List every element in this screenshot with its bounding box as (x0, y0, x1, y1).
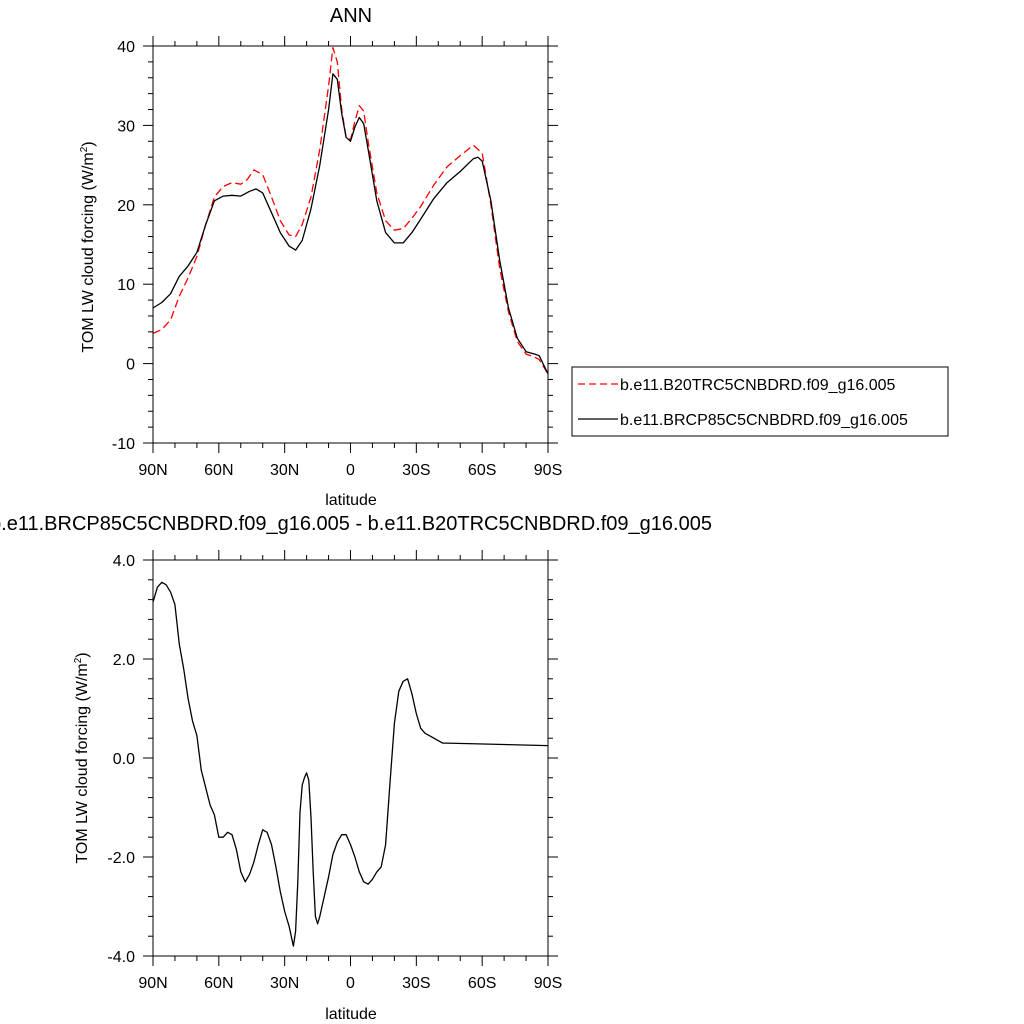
y-tick-label: 4.0 (113, 553, 135, 570)
x-tick-label: 0 (346, 462, 355, 479)
y-tick-label: 10 (117, 277, 135, 294)
panel-bottom-series (152, 581, 549, 947)
x-tick-label: 30N (270, 975, 299, 992)
series-line-1 (152, 73, 549, 375)
y-tick-label: 0.0 (113, 751, 135, 768)
panel-bottom-ylabel: TOM LW cloud forcing (W/m2) (73, 652, 91, 863)
y-tick-label: 30 (117, 118, 135, 135)
panel-top-frame (152, 45, 549, 444)
panel-bottom-ylabel-sup: 2 (73, 657, 84, 663)
legend-label-b20trc5: b.e11.B20TRC5CNBDRD.f09_g16.005 (620, 377, 896, 394)
legend-box (571, 366, 949, 437)
x-tick-label: 30N (270, 462, 299, 479)
y-tick-label: -10 (112, 436, 135, 453)
x-tick-label: 30S (402, 975, 430, 992)
x-tick-label: 60N (204, 462, 233, 479)
y-tick-label: -4.0 (107, 949, 135, 966)
panel-top-ylabel-close: ) (80, 141, 97, 146)
x-tick-label: 90N (138, 462, 167, 479)
panel-bottom-difference: b.e11.BRCP85C5CNBDRD.f09_g16.005 - b.e11… (0, 513, 712, 1023)
panel-bottom-xlabel: latitude (325, 1006, 377, 1023)
x-tick-label: 60S (468, 462, 496, 479)
x-tick-label: 90S (534, 462, 562, 479)
x-tick-label: 60S (468, 975, 496, 992)
panel-bottom-ylabel-close: ) (74, 652, 91, 657)
y-tick-label: -2.0 (107, 850, 135, 867)
panel-top-xlabel: latitude (325, 492, 377, 509)
panel-top-ylabel: TOM LW cloud forcing (W/m2) (79, 141, 97, 352)
y-tick-label: 2.0 (113, 652, 135, 669)
legend-label-brcp85: b.e11.BRCP85C5CNBDRD.f09_g16.005 (620, 412, 908, 429)
x-tick-label: 0 (346, 975, 355, 992)
x-tick-label: 90S (534, 975, 562, 992)
panel-top-title: ANN (330, 5, 372, 27)
panel-top-series (152, 46, 549, 375)
panel-top-ylabel-sup: 2 (79, 146, 90, 152)
y-tick-label: 40 (117, 39, 135, 56)
panel-bottom-frame (152, 559, 549, 957)
panel-bottom-ylabel-main: TOM LW cloud forcing (W/m (74, 663, 91, 863)
panel-top-axes: 90N 60N 30N 0 30S 60S 90S -10 0 10 20 30 40 (112, 36, 562, 479)
x-tick-label: 30S (402, 462, 430, 479)
panel-bottom-axes: 90N 60N 30N 0 30S 60S 90S -4.0 -2.0 0.0 2.0 4.0 (107, 550, 562, 992)
panel-top-ylabel-main: TOM LW cloud forcing (W/m (80, 152, 97, 352)
x-tick-label: 90N (138, 975, 167, 992)
y-tick-label: 0 (126, 357, 135, 374)
legend: b.e11.B20TRC5CNBDRD.f09_g16.005 b.e11.BR… (571, 366, 949, 437)
y-tick-label: 20 (117, 198, 135, 215)
panel-top-annual: ANN latitude TOM LW cloud forcing (W/m2)… (79, 5, 562, 509)
panel-bottom-title: b.e11.BRCP85C5CNBDRD.f09_g16.005 - b.e11… (0, 513, 712, 535)
series-line-0 (152, 581, 549, 947)
x-tick-label: 60N (204, 975, 233, 992)
